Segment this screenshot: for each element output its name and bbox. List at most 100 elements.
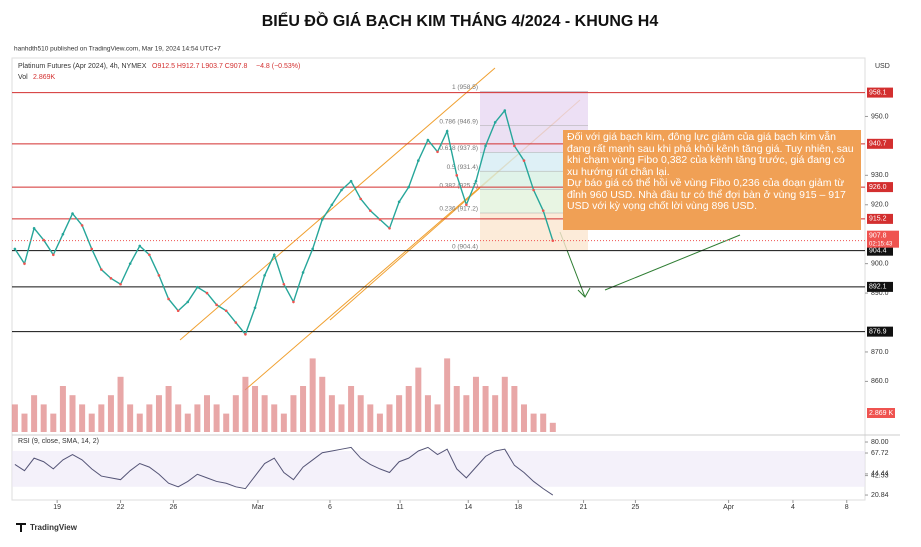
level-label: 958.1 <box>869 89 887 96</box>
volume-bar <box>492 395 499 432</box>
arrow-up <box>604 234 741 291</box>
price-point <box>426 138 430 142</box>
rsi-tick-label: 42.53 <box>871 472 889 479</box>
volume-bar <box>127 404 134 432</box>
level-tag <box>867 326 893 337</box>
price-point <box>109 277 113 280</box>
price-point <box>445 129 449 133</box>
x-tick-label: 19 <box>53 504 61 511</box>
volume-bar <box>290 395 297 432</box>
note-para: Dự báo giá có thể hồi về vùng Fibo 0,236… <box>567 177 846 212</box>
price-point <box>272 253 276 257</box>
volume-bar <box>319 376 326 432</box>
price-point <box>167 297 170 301</box>
volume-bar <box>530 413 537 432</box>
logo <box>16 523 26 532</box>
y-tick-label: 860.0 <box>871 378 889 385</box>
volume-bar <box>415 367 422 432</box>
volume-bar <box>376 413 383 432</box>
x-tick-label: Apr <box>723 504 735 511</box>
volume-bar <box>309 358 316 432</box>
level-tag <box>867 138 893 149</box>
rsi-band <box>12 450 865 487</box>
y-tick-label: 870.0 <box>871 349 889 356</box>
volume-bar <box>136 413 143 432</box>
rsi-line <box>14 446 554 496</box>
volume-bar <box>242 376 249 432</box>
volume-bar <box>175 404 182 432</box>
volume-bar <box>501 376 508 432</box>
ohlc: O912.5 H912.7 L903.7 C907.8 <box>152 63 247 70</box>
price-point <box>368 209 372 212</box>
x-tick-label: 26 <box>169 504 177 511</box>
price-point <box>330 203 334 207</box>
price-tag-label: 907.8 <box>869 233 887 240</box>
level-tag <box>867 182 893 193</box>
frame <box>11 57 866 501</box>
volume-bar <box>69 395 76 432</box>
volume-tag-label: 2.869 K <box>869 410 893 417</box>
volume-bar <box>31 395 38 432</box>
volume-bar <box>280 413 287 432</box>
volume-bar <box>367 404 374 432</box>
price-point <box>465 203 468 207</box>
rsi-tick-label: 80.00 <box>871 439 889 446</box>
volume-bar <box>424 395 431 432</box>
volume-bar <box>271 404 278 432</box>
price-point <box>436 150 439 154</box>
price-point <box>80 224 84 227</box>
volume-bar <box>232 395 239 432</box>
price-point <box>23 262 26 265</box>
y-tick-label: 890.0 <box>871 290 889 297</box>
price-tag <box>867 230 899 248</box>
price-point <box>253 306 257 310</box>
title: BIỂU ĐỒ GIÁ BẠCH KIM THÁNG 4/2024 - KHUN… <box>262 11 659 30</box>
level-label: 940.7 <box>869 141 887 148</box>
fibo-zone <box>480 189 588 213</box>
price-point <box>417 159 420 162</box>
level-label: 904.4 <box>869 248 887 255</box>
symbol: Platinum Futures (Apr 2024), 4h, NYMEX <box>18 63 147 70</box>
annotation: Đối với giá bạch kim, đông lực giảm của … <box>563 130 861 230</box>
fibo-zone <box>480 152 588 172</box>
volume-bar <box>79 404 86 432</box>
volume-bar <box>463 395 470 432</box>
price-point <box>311 247 314 251</box>
price-point <box>42 238 45 242</box>
price-point <box>522 159 526 162</box>
fibo-label: 1 (958.5) <box>452 84 478 91</box>
x-tick-label: 18 <box>514 504 522 511</box>
volume-bar <box>405 386 412 432</box>
y-tick-label: 900.0 <box>871 260 889 267</box>
volume-bar <box>453 386 460 432</box>
fibo-zone <box>480 171 588 190</box>
price-point <box>32 227 36 230</box>
price-point <box>186 300 190 304</box>
price-point <box>205 291 209 295</box>
price-point <box>320 218 324 221</box>
price-point <box>541 209 545 212</box>
volume-bar <box>146 404 153 432</box>
volume-bar <box>98 404 105 432</box>
x-tick-label: 11 <box>396 504 403 511</box>
volume-bar <box>184 413 191 432</box>
fibo-label: 0.5 (931.4) <box>447 164 478 171</box>
price-point <box>493 121 497 124</box>
volume-bar <box>300 386 307 432</box>
level-tag <box>867 87 893 98</box>
x-tick-label: Mar <box>252 504 265 511</box>
volume-tag <box>867 408 895 418</box>
volume-bar <box>396 395 403 432</box>
price-point <box>196 285 199 289</box>
x-tick-label: 22 <box>117 504 125 511</box>
vol-value: 2.869K <box>33 74 56 81</box>
price-point <box>388 227 391 230</box>
volume-bar <box>261 395 268 432</box>
currency: USD <box>875 63 890 70</box>
price-point <box>503 109 507 112</box>
price-point <box>244 332 247 336</box>
x-tick-label: 21 <box>580 504 588 511</box>
price-point <box>455 174 459 177</box>
price-point <box>71 212 74 215</box>
